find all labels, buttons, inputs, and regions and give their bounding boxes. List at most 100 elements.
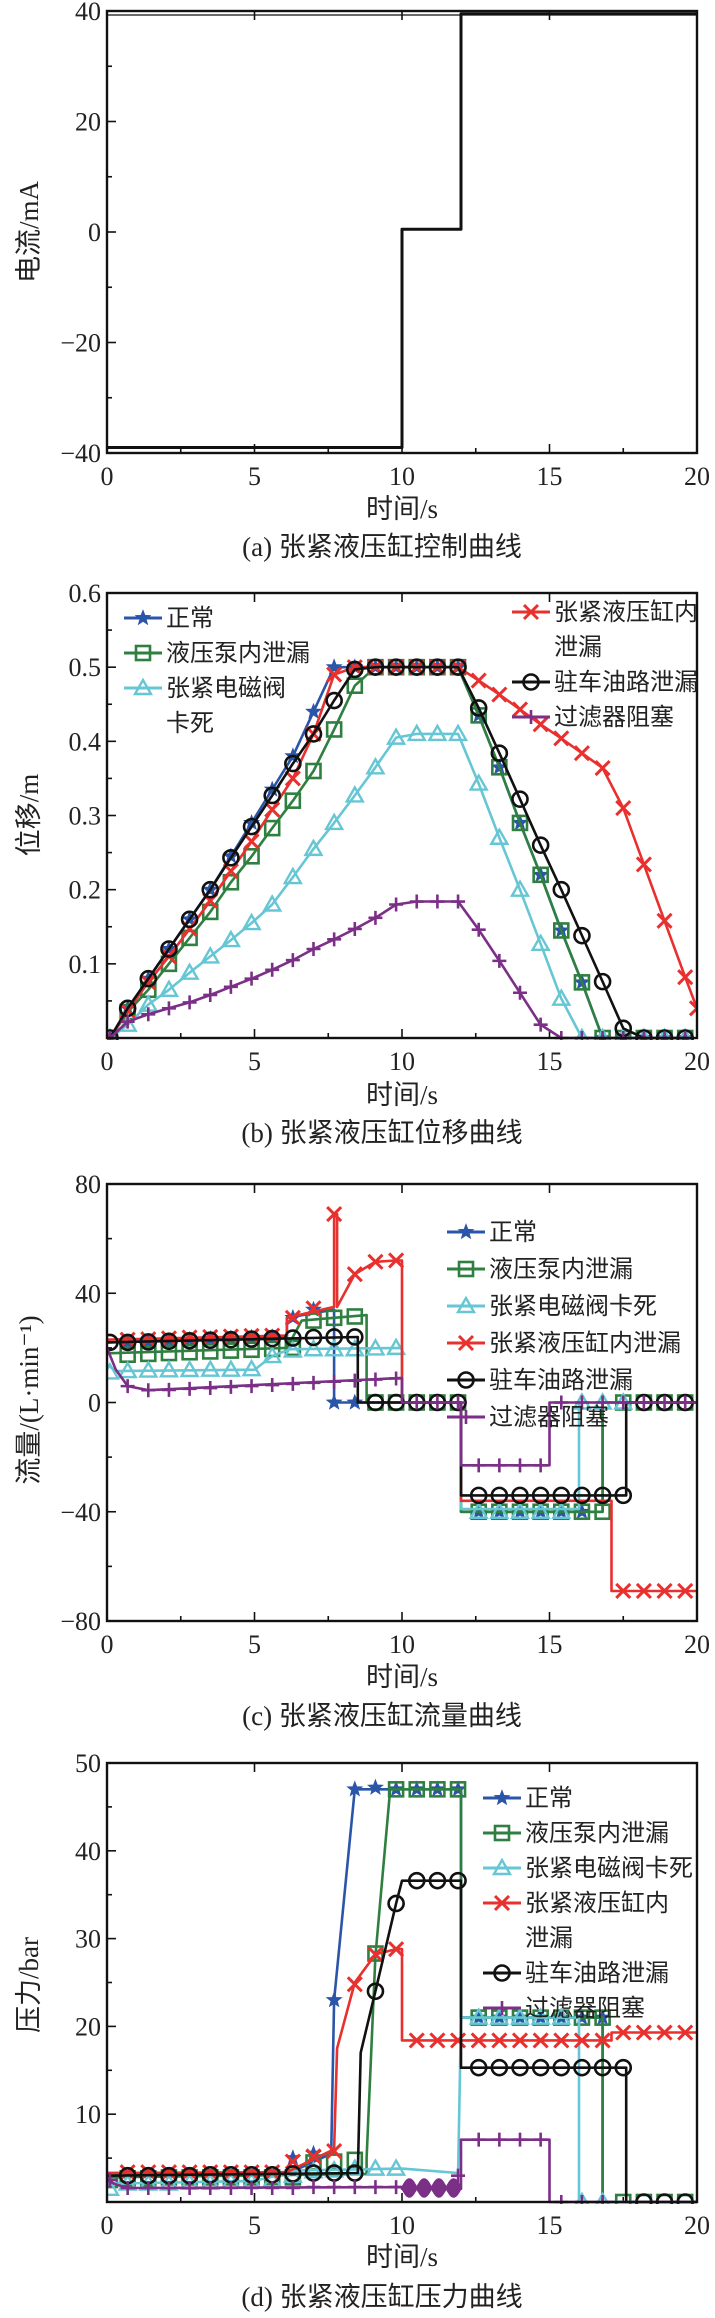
legend-item-cyl_leak: 张紧液压缸内泄漏	[512, 599, 698, 661]
data-point-marker	[407, 658, 426, 676]
data-point-marker	[386, 2158, 407, 2176]
x-tick-label: 20	[684, 2211, 710, 2240]
data-point-marker	[594, 2032, 611, 2049]
legend-label: 过滤器阻塞	[489, 1404, 609, 1431]
legend-label: 驻车油路泄漏	[554, 669, 698, 696]
data-point-marker	[284, 754, 302, 773]
data-point-marker	[677, 2024, 694, 2041]
data-point-marker	[511, 2032, 529, 2049]
data-point-marker	[243, 833, 260, 850]
data-point-marker	[264, 1327, 281, 1344]
data-point-marker	[327, 932, 342, 947]
data-point-marker	[303, 1338, 324, 1357]
y-tick-label: 20	[75, 108, 101, 137]
data-point-marker	[468, 1501, 489, 1519]
data-point-marker	[616, 1395, 631, 1410]
data-point-marker	[491, 2032, 508, 2049]
data-point-marker	[265, 962, 280, 977]
data-point-marker	[327, 1374, 342, 1389]
data-point-marker	[325, 1328, 343, 1346]
data-point-marker	[325, 1393, 343, 1410]
data-point-marker	[509, 879, 531, 897]
data-point-marker	[305, 762, 322, 780]
y-tick-label: 0.4	[69, 727, 102, 756]
legend-label: 液压泵内泄漏	[166, 640, 310, 667]
data-point-marker	[347, 921, 362, 936]
data-point-marker	[243, 1341, 260, 1359]
data-point-marker	[531, 836, 550, 854]
legend-marker	[493, 1894, 511, 1912]
legend-label: 液压泵内泄漏	[525, 1820, 669, 1847]
data-point-marker	[656, 1582, 673, 1600]
legend-item-park_leak: 驻车油路泄漏	[512, 669, 698, 696]
legend-item-pump_leak: 液压泵内泄漏	[124, 640, 310, 667]
legend-label-continued: 泄漏	[554, 634, 602, 661]
data-point-marker	[367, 1253, 384, 1270]
data-point-marker	[244, 2180, 259, 2195]
data-point-marker	[284, 792, 302, 809]
data-point-marker	[552, 922, 570, 939]
data-point-marker	[389, 2180, 404, 2195]
data-point-marker	[511, 701, 529, 718]
legend-label-continued: 卡死	[166, 710, 214, 737]
series-filter_block	[107, 1347, 697, 1473]
data-point-marker	[200, 945, 221, 964]
data-point-marker	[181, 1329, 198, 1346]
data-point-marker	[365, 1338, 386, 1356]
data-point-marker	[222, 848, 240, 867]
y-tick-label: 80	[75, 1170, 101, 1199]
data-point-marker	[160, 1332, 178, 1351]
data-point-marker	[241, 1358, 262, 1377]
data-point-marker	[688, 1000, 697, 1017]
data-point-marker	[161, 2180, 176, 2195]
data-point-marker	[593, 1486, 612, 1505]
data-point-marker	[407, 1871, 426, 1890]
y-axis-label: 压力/bar	[14, 1937, 44, 2033]
legend-item-valve_stuck: 张紧电磁阀卡死	[124, 675, 286, 737]
data-point-marker	[326, 1205, 343, 1223]
data-point-marker	[120, 2180, 135, 2195]
legend-marker	[134, 609, 152, 626]
data-point-marker	[656, 2024, 673, 2041]
legend-marker	[493, 1964, 511, 1982]
data-point-marker	[345, 660, 364, 679]
legend-label: 张紧液压缸内	[525, 1890, 669, 1917]
data-point-marker	[532, 2032, 549, 2049]
data-point-marker	[242, 817, 261, 836]
legend-label: 张紧液压缸内	[554, 599, 698, 626]
data-point-marker	[223, 2180, 238, 2195]
data-point-marker	[593, 2058, 612, 2077]
data-point-marker	[552, 1486, 571, 1505]
x-tick-label: 15	[537, 1047, 563, 1076]
data-point-marker	[265, 1378, 280, 1393]
data-point-marker	[346, 2151, 364, 2169]
data-point-marker	[326, 666, 343, 683]
data-point-marker	[365, 2158, 386, 2176]
data-point-marker	[409, 894, 424, 909]
chart-caption: (b) 张紧液压缸位移曲线	[241, 1118, 522, 1148]
data-point-marker	[389, 897, 404, 912]
data-point-marker	[594, 759, 611, 777]
data-point-marker	[595, 1395, 610, 1410]
data-point-marker	[468, 2007, 489, 2025]
data-point-marker	[203, 2180, 218, 2195]
data-point-marker	[469, 1486, 488, 1505]
data-point-marker	[365, 756, 386, 775]
data-point-marker	[615, 1582, 632, 1600]
data-point-marker	[573, 2032, 591, 2049]
legend-label: 液压泵内泄漏	[489, 1256, 633, 1283]
data-point-marker	[532, 716, 549, 733]
data-point-marker	[451, 894, 466, 909]
x-tick-label: 0	[101, 1630, 114, 1659]
data-point-marker	[346, 1780, 364, 1797]
data-point-marker	[511, 2058, 529, 2077]
data-point-marker	[552, 2058, 571, 2077]
data-point-marker	[284, 770, 301, 787]
data-point-marker	[471, 922, 486, 937]
data-point-marker	[386, 727, 407, 745]
plot-frame	[105, 9, 699, 455]
data-point-marker	[222, 1330, 240, 1349]
data-point-marker	[244, 1379, 259, 1394]
y-tick-label: 0	[88, 218, 101, 247]
